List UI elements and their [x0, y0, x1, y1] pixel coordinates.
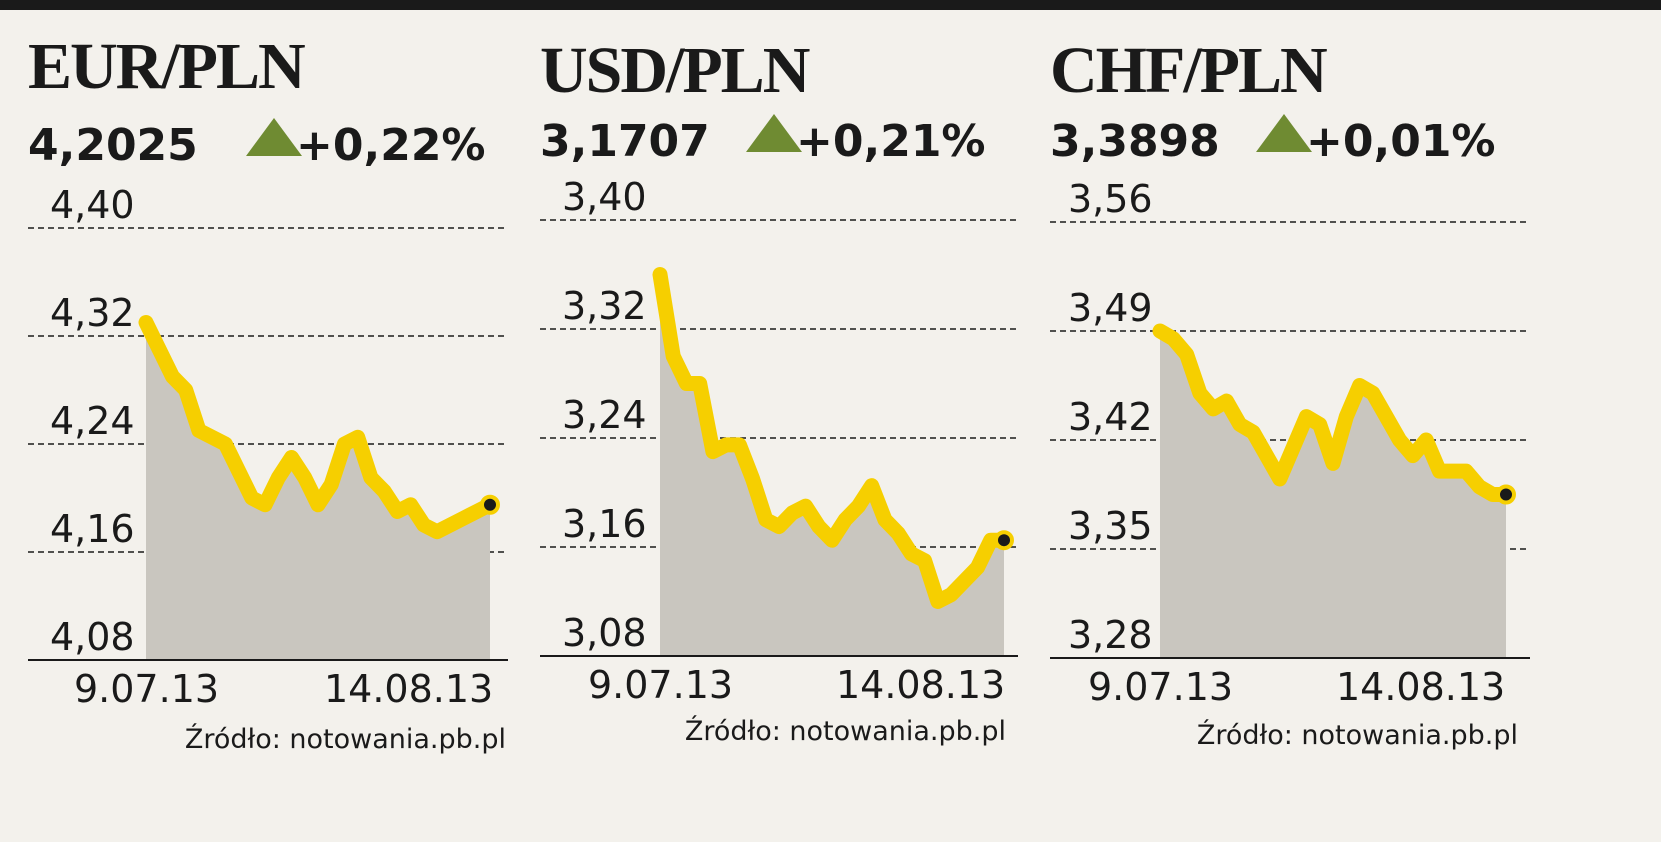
x-tick-label: 9.07.13: [1088, 665, 1233, 709]
change-value: +0,01%: [1306, 116, 1496, 167]
series-line: [1152, 323, 1514, 502]
chart-title: USD/PLN: [540, 34, 810, 107]
y-tick-label: 4,32: [50, 291, 135, 335]
last-point-marker: [480, 494, 500, 515]
last-point-marker: [994, 530, 1014, 551]
x-tick-label: 14.08.13: [324, 667, 493, 711]
y-tick-label: 3,28: [1068, 613, 1153, 657]
y-tick-label: 3,56: [1068, 177, 1153, 221]
series-line: [652, 267, 1012, 609]
top-rule: [0, 0, 1661, 10]
rate-value: 3,1707: [540, 116, 710, 167]
up-triangle-icon: [746, 114, 802, 152]
x-tick-label: 14.08.13: [836, 663, 1005, 707]
y-tick-label: 3,49: [1068, 286, 1153, 330]
source-note: Źródło: notowania.pb.pl: [685, 715, 1006, 747]
chart-chf-pln: CHF/PLN 3,3898 +0,01% 3,56 3,49 3,42 3,35 3,28 9…: [1050, 34, 1530, 751]
change-value: +0,21%: [796, 116, 986, 167]
y-tick-label: 3,32: [562, 284, 647, 328]
chart-title: EUR/PLN: [28, 30, 305, 103]
x-tick-label: 9.07.13: [74, 667, 219, 711]
x-tick-label: 14.08.13: [1336, 665, 1505, 709]
chart-panel-chf-pln: CHF/PLN 3,3898 +0,01% 3,56 3,49 3,42 3,35 3,28 9…: [1050, 10, 1590, 842]
rate-value: 4,2025: [28, 120, 198, 171]
up-triangle-icon: [246, 118, 302, 156]
y-tick-label: 3,35: [1068, 504, 1153, 548]
series-line: [138, 315, 498, 540]
y-tick-label: 4,16: [50, 507, 135, 551]
change-value: +0,22%: [296, 120, 486, 171]
y-tick-label: 3,08: [562, 611, 647, 655]
up-triangle-icon: [1256, 114, 1312, 152]
x-tick-label: 9.07.13: [588, 663, 733, 707]
y-tick-label: 3,40: [562, 175, 647, 219]
chart-usd-pln: USD/PLN 3,1707 +0,21% 3,40 3,32 3,24 3,16 3,08 9…: [540, 34, 1018, 747]
y-tick-label: 4,08: [50, 615, 135, 659]
y-tick-label: 3,42: [1068, 395, 1153, 439]
y-tick-label: 3,16: [562, 502, 647, 546]
source-note: Źródło: notowania.pb.pl: [1197, 719, 1518, 751]
area-fill: [146, 322, 490, 660]
chart-eur-pln: EUR/PLN 4,2025 +0,22% 4,40 4,32 4,24 4,16 4,08 9…: [28, 30, 508, 755]
area-fill: [1160, 331, 1506, 658]
y-tick-label: 3,24: [562, 393, 647, 437]
chart-panel-usd-pln: USD/PLN 3,1707 +0,21% 3,40 3,32 3,24 3,16 3,08 9…: [540, 10, 1080, 842]
y-tick-label: 4,40: [50, 183, 135, 227]
source-note: Źródło: notowania.pb.pl: [185, 723, 506, 755]
rate-value: 3,3898: [1050, 116, 1220, 167]
chart-title: CHF/PLN: [1050, 34, 1327, 107]
chart-panel-eur-pln: EUR/PLN 4,2025 +0,22% 4,40 4,32 4,24 4,16 4,08 9…: [28, 10, 568, 842]
y-tick-label: 4,24: [50, 399, 135, 443]
last-point-marker: [1496, 484, 1516, 505]
